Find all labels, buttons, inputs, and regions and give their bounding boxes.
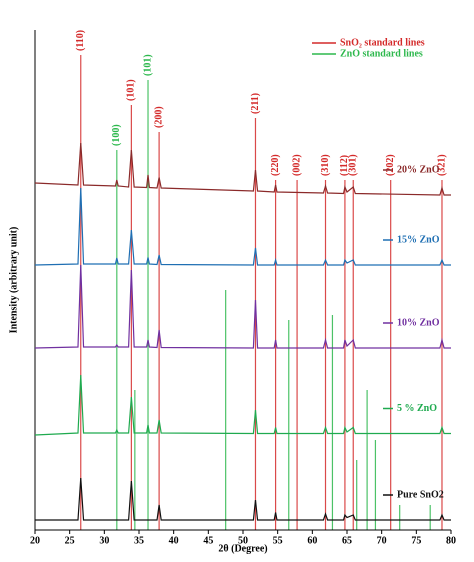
xrd-pattern: [35, 477, 451, 521]
x-tick-label: 55: [273, 535, 283, 546]
hkl-label: (321): [436, 154, 447, 176]
hkl-label: (101): [142, 54, 153, 76]
hkl-label: (100): [111, 124, 122, 146]
x-tick-label: 80: [446, 535, 456, 546]
series-label: 15% ZnO: [397, 234, 440, 245]
series-label: Pure SnO2: [397, 489, 444, 500]
hkl-label: (202): [385, 154, 396, 176]
y-axis-label: Intensity (arbitrary unit): [8, 227, 19, 334]
hkl-label: (002): [291, 154, 302, 176]
hkl-label: (301): [348, 154, 359, 176]
hkl-label: (110): [75, 30, 86, 51]
x-tick-label: 30: [99, 535, 109, 546]
x-tick-label: 45: [203, 535, 213, 546]
x-tick-label: 25: [65, 535, 75, 546]
legend-label: SnO₂ standard lines: [340, 37, 425, 48]
x-tick-label: 50: [238, 535, 248, 546]
xrd-pattern: [34, 142, 451, 196]
hkl-label: (112): [339, 155, 350, 176]
legend-label: ZnO standard lines: [340, 48, 423, 59]
hkl-label: (101): [126, 79, 137, 101]
xrd-pattern: [34, 187, 451, 266]
hkl-label: (200): [153, 106, 164, 128]
xrd-pattern: [34, 374, 451, 436]
x-axis-label: 2θ (Degree): [218, 543, 267, 554]
x-tick-label: 35: [134, 535, 144, 546]
x-tick-label: 70: [377, 535, 387, 546]
x-tick-label: 60: [307, 535, 317, 546]
x-tick-label: 40: [169, 535, 179, 546]
series-label: 5 % ZnO: [397, 403, 437, 414]
x-tick-label: 75: [411, 535, 421, 546]
hkl-label: (220): [270, 154, 281, 176]
series-label: 10% ZnO: [397, 317, 440, 328]
hkl-label: (310): [320, 154, 331, 176]
x-tick-label: 65: [342, 535, 352, 546]
xrd-pattern: [34, 264, 451, 349]
x-tick-label: 20: [30, 535, 40, 546]
series-label: 20% ZnO: [397, 164, 440, 175]
hkl-label: (211): [250, 93, 261, 114]
